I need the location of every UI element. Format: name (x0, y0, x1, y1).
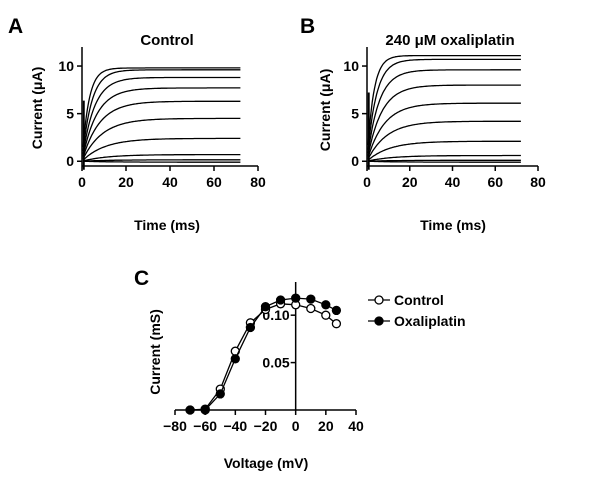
panel-b-current-trace (367, 140, 521, 161)
series-control-point (306, 303, 316, 314)
panel-a-title: Control (140, 32, 193, 49)
panel-a-xtick-label: 40 (162, 174, 178, 190)
panel-c-legend: Control Oxaliplatin (368, 292, 466, 329)
panel-b-title: 240 μM oxaliplatin (385, 32, 514, 49)
panel-c-xtick-label: 40 (348, 418, 364, 434)
panel-a-current-trace (82, 137, 241, 161)
panel-a-axes: 0 5 10 0 20 40 60 80 (58, 47, 266, 190)
panel-a-current-trace (82, 153, 241, 162)
panel-b-ytick-label: 0 (351, 153, 359, 169)
panel-a-current-trace (83, 160, 241, 163)
panel-b-xtick-label: 20 (402, 174, 418, 190)
legend-oxaliplatin-marker (374, 316, 384, 326)
panel-a-chart: Control Current (μA) Time (ms) 0 5 10 0 20 40… (29, 32, 266, 233)
series-control-point (331, 319, 342, 329)
panel-b-current-trace (368, 159, 521, 162)
series-oxaliplatin-point (306, 294, 316, 304)
panel-a-ylabel: Current (μA) (29, 67, 45, 149)
series-oxaliplatin-point (275, 295, 286, 305)
panel-a-current-trace (82, 67, 241, 147)
panel-b-chart: 240 μM oxaliplatin Current (μA) Time (ms… (317, 32, 546, 233)
panel-a-xtick-label: 0 (78, 174, 86, 190)
panel-b-xtick-label: 80 (530, 174, 546, 190)
panel-b-ytick-label: 5 (351, 106, 359, 122)
panel-b-axes: 0 5 10 0 20 40 60 80 (343, 47, 546, 190)
panel-b-ylabel: Current (μA) (317, 69, 333, 151)
panel-a-xtick-label: 20 (118, 174, 134, 190)
panel-c-xtick-label: 0 (292, 418, 300, 434)
series-oxaliplatin-point (331, 305, 342, 316)
panel-a-current-trace (82, 76, 241, 154)
panel-c-xlabel: Voltage (mV) (224, 455, 309, 471)
panel-c-ylabel: Current (mS) (147, 309, 163, 395)
panel-a-xtick-label: 80 (250, 174, 266, 190)
panel-b-current-trace (367, 54, 521, 146)
panel-c-xtick-label: −80 (163, 418, 187, 434)
legend-oxaliplatin-label: Oxaliplatin (394, 313, 466, 329)
panel-label-a: A (8, 15, 23, 38)
panel-b-current-trace (367, 84, 521, 156)
panel-a-traces (82, 67, 241, 170)
panel-a-current-trace (82, 100, 241, 158)
panel-b-current-trace (367, 58, 521, 150)
panel-b-current-trace (367, 102, 521, 158)
panel-a-ytick-label: 10 (58, 58, 74, 74)
series-control-point (321, 310, 331, 320)
panel-label-c: C (134, 267, 149, 290)
panel-a-current-trace (82, 117, 241, 160)
panel-b-current-trace (368, 160, 521, 163)
legend-control-label: Control (394, 292, 444, 308)
panel-c-ytick-label: 0.05 (262, 355, 289, 371)
panel-c-series (185, 293, 342, 415)
series-oxaliplatin-point (291, 293, 301, 303)
panel-b-current-trace (367, 154, 521, 162)
legend-control-marker (374, 295, 384, 305)
series-oxaliplatin-point (260, 302, 271, 312)
panel-a-ytick-label: 0 (66, 153, 74, 169)
panel-a-xtick-label: 60 (206, 174, 222, 190)
panel-b-current-trace (367, 69, 521, 154)
series-oxaliplatin-point (321, 300, 331, 310)
series-oxaliplatin-point (185, 405, 195, 415)
series-oxaliplatin-point (215, 389, 225, 399)
panel-a-ytick-label: 5 (66, 106, 74, 122)
panel-label-b: B (300, 15, 315, 38)
series-oxaliplatin-point (230, 354, 240, 364)
panel-b-xtick-label: 60 (487, 174, 503, 190)
series-oxaliplatin-point (200, 405, 210, 415)
panel-b-xtick-label: 40 (445, 174, 461, 190)
series-oxaliplatin-point (245, 322, 256, 333)
panel-b-xlabel: Time (ms) (420, 217, 486, 233)
panel-b-ytick-label: 10 (343, 58, 359, 74)
panel-a-current-trace (82, 87, 241, 157)
panel-c-xtick-label: −60 (193, 418, 217, 434)
panel-c-xtick-label: −20 (254, 418, 278, 434)
panel-a-current-trace (82, 69, 241, 152)
panel-b-xtick-label: 0 (363, 174, 371, 190)
panel-b-traces (367, 54, 521, 170)
panel-c-xtick-label: 20 (318, 418, 334, 434)
panel-a-xlabel: Time (ms) (134, 217, 200, 233)
panel-a-current-trace (83, 159, 241, 162)
panel-c-xtick-label: −40 (223, 418, 247, 434)
panel-c-chart: Current (mS) Voltage (mV) −80 −60 −40 −20 0 2… (147, 282, 466, 471)
panel-b-current-trace (367, 120, 521, 160)
